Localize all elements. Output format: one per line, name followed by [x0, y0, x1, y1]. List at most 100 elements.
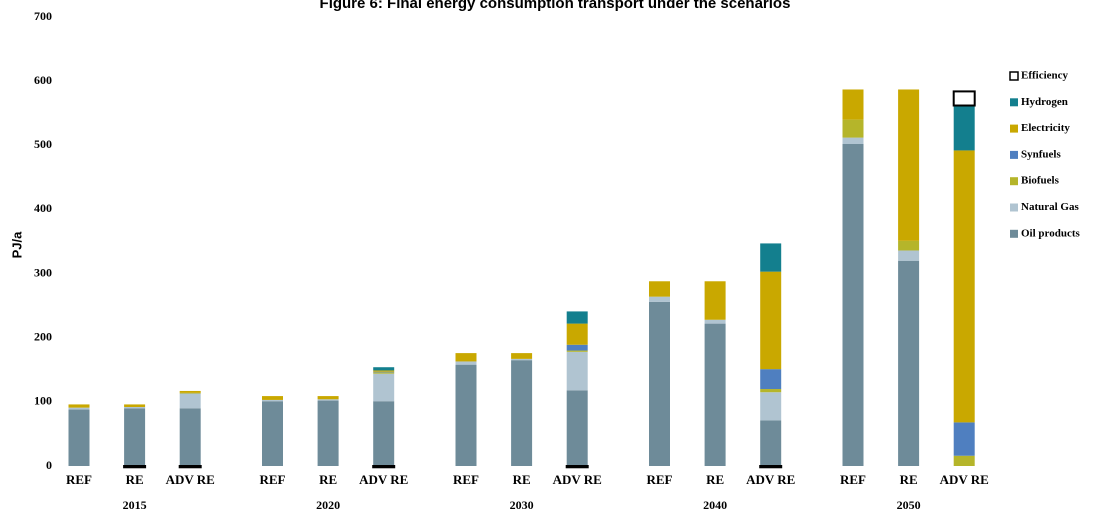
- x-tick-label: REF: [453, 472, 479, 487]
- legend-label: Biofuels: [1021, 175, 1060, 187]
- bar-segment: [760, 389, 782, 393]
- bar-segment: [953, 455, 975, 466]
- bar-segment: [262, 396, 283, 400]
- bar-segment: [760, 392, 782, 421]
- legend-swatch: [1009, 71, 1019, 81]
- bar-segment: [566, 350, 588, 352]
- y-tick-label: 500: [34, 137, 52, 151]
- bar-segment: [262, 399, 283, 402]
- bar-segment: [124, 408, 146, 466]
- bar-segment: [898, 89, 920, 241]
- legend-label: Synfuels: [1021, 148, 1061, 160]
- bar-segment: [953, 150, 975, 423]
- bar-segment: [123, 465, 147, 469]
- legend-label: Hydrogen: [1021, 96, 1068, 108]
- legend-swatch: [1010, 124, 1018, 133]
- group-label: 2015: [123, 498, 147, 512]
- bar-segment: [566, 344, 588, 351]
- bar-segment: [511, 353, 533, 359]
- y-tick-label: 0: [46, 458, 52, 472]
- bar-segment: [455, 364, 477, 466]
- y-tick-label: 400: [34, 201, 52, 215]
- bar-segment: [179, 390, 201, 393]
- bar-segment: [455, 361, 477, 365]
- bar-segment: [179, 392, 201, 394]
- bar-segment: [649, 281, 670, 297]
- x-tick-label: ADV RE: [940, 472, 989, 487]
- legend-swatch: [1010, 229, 1018, 238]
- bar-segment: [68, 404, 90, 408]
- bar-segment: [373, 367, 395, 371]
- y-tick-label: 200: [34, 329, 52, 343]
- bar-segment: [566, 311, 588, 324]
- x-tick-label: REF: [260, 472, 286, 487]
- bar-segment: [649, 301, 670, 466]
- bar-segment: [760, 271, 782, 370]
- bar-segment: [953, 105, 975, 151]
- bar-segment: [842, 89, 864, 120]
- bar-segment: [373, 373, 395, 402]
- x-tick-label: RE: [513, 472, 531, 487]
- bar-segment: [704, 281, 726, 320]
- bar-segment: [898, 240, 920, 251]
- x-tick-label: RE: [126, 472, 144, 487]
- legend-swatch: [1010, 98, 1018, 107]
- bar-segment: [178, 465, 202, 469]
- bar-segment: [952, 90, 976, 107]
- group-label: 2050: [897, 498, 921, 512]
- bar-segment: [373, 371, 395, 373]
- x-tick-label: ADV RE: [166, 472, 215, 487]
- bar-segment: [262, 401, 283, 466]
- x-tick-label: RE: [900, 472, 918, 487]
- bar-segment: [373, 370, 395, 372]
- bar-segment: [511, 358, 533, 361]
- x-tick-label: REF: [66, 472, 92, 487]
- bar-segment: [704, 319, 726, 324]
- bar-segment: [317, 399, 339, 401]
- x-tick-label: ADV RE: [553, 472, 602, 487]
- bar-segment: [898, 250, 920, 261]
- bar-segment: [649, 296, 670, 302]
- legend-label: Natural Gas: [1021, 201, 1079, 213]
- y-axis-label: PJ/a: [9, 231, 24, 259]
- x-tick-label: RE: [706, 472, 724, 487]
- y-tick-label: 700: [34, 9, 52, 23]
- bar-segment: [566, 390, 588, 466]
- bar-segment: [760, 369, 782, 390]
- y-tick-label: 300: [34, 265, 52, 279]
- x-tick-label: REF: [647, 472, 673, 487]
- bar-segment: [455, 353, 477, 362]
- bar-segment: [842, 144, 864, 466]
- bar-segment: [704, 323, 726, 466]
- bar-segment: [372, 465, 396, 469]
- y-tick-label: 100: [34, 394, 52, 408]
- group-label: 2040: [703, 498, 727, 512]
- bar-segment: [179, 393, 201, 409]
- bar-segment: [842, 119, 864, 138]
- bar-segment: [373, 401, 395, 466]
- bar-segment: [898, 260, 920, 466]
- y-tick-label: 600: [34, 73, 52, 87]
- bar-segment: [760, 243, 782, 272]
- x-tick-label: RE: [319, 472, 337, 487]
- group-label: 2020: [316, 498, 340, 512]
- bar-segment: [317, 400, 339, 466]
- x-tick-label: ADV RE: [359, 472, 408, 487]
- bar-segment: [566, 351, 588, 391]
- legend-label: Oil products: [1021, 227, 1081, 239]
- bar-segment: [566, 323, 588, 345]
- bar-segment: [373, 372, 395, 374]
- chart-title: Figure 6: Final energy consumption trans…: [320, 0, 791, 12]
- bar-segment: [68, 409, 90, 466]
- bar-segment: [759, 465, 783, 469]
- bar-segment: [179, 408, 201, 466]
- legend-label: Electricity: [1021, 122, 1070, 134]
- bar-segment: [760, 420, 782, 466]
- x-tick-label: ADV RE: [746, 472, 795, 487]
- legend-swatch: [1010, 203, 1018, 212]
- bar-segment: [842, 137, 864, 145]
- legend-label: Efficiency: [1021, 70, 1069, 82]
- bar-segment: [124, 404, 146, 407]
- bar-segment: [124, 406, 146, 409]
